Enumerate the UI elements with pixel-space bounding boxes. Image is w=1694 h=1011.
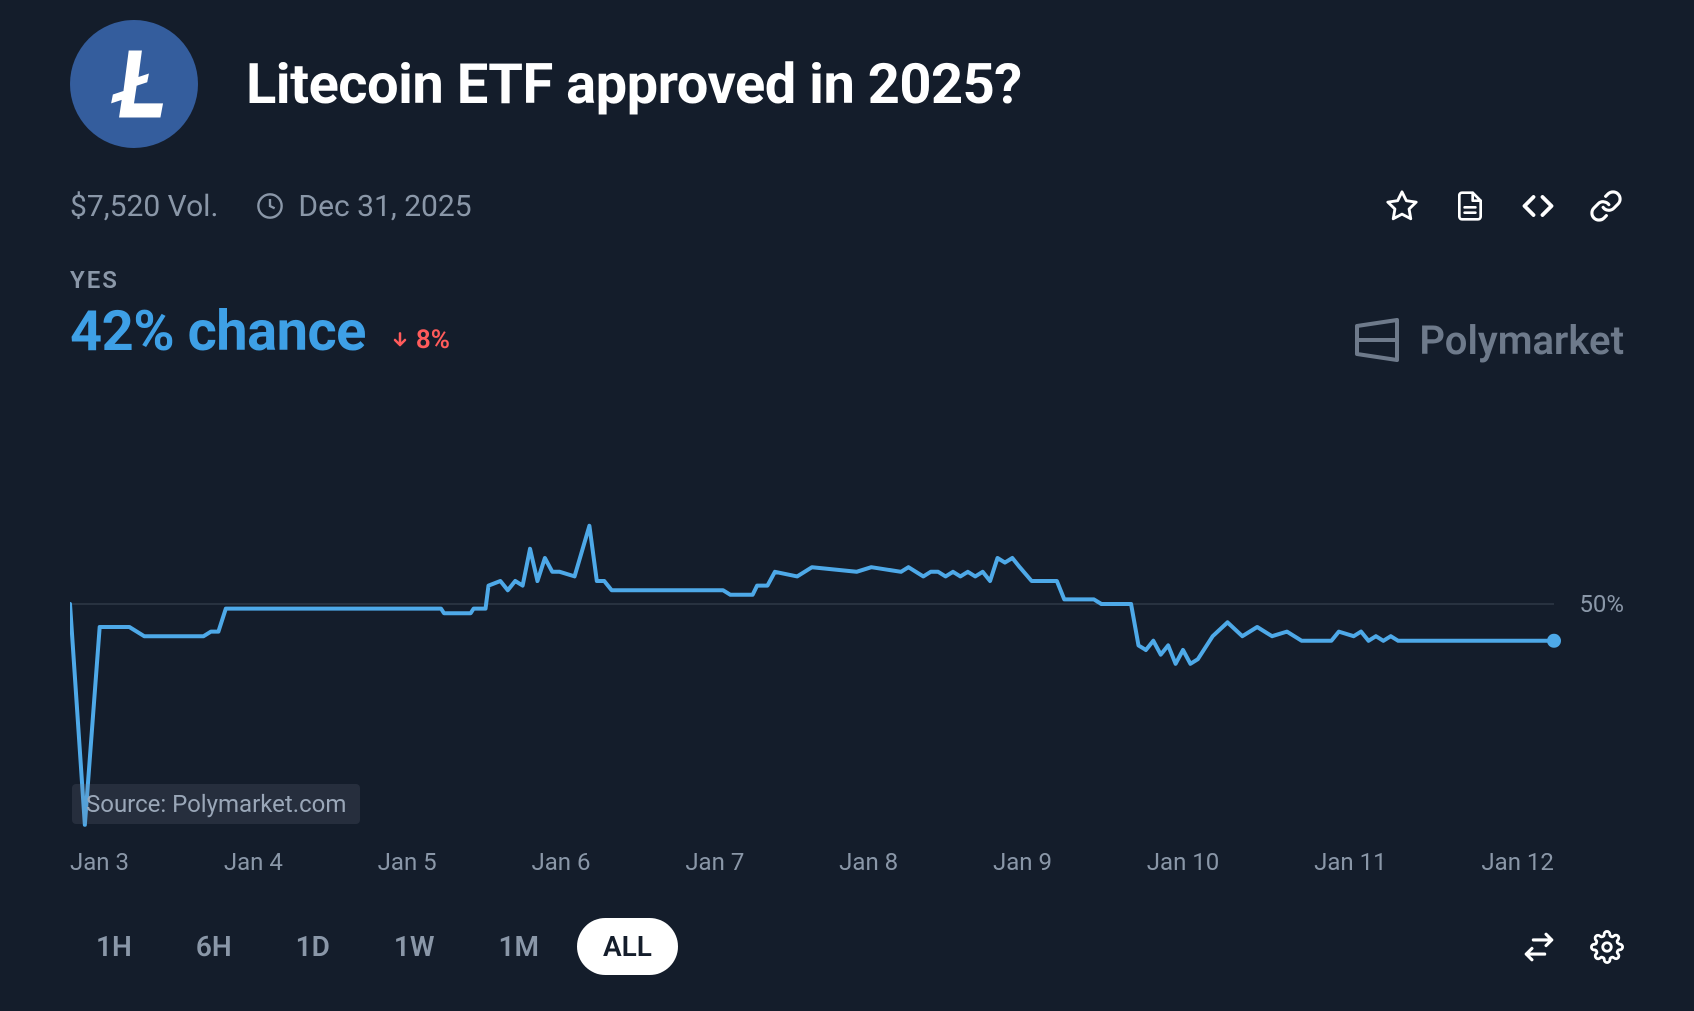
meta-row: $7,520 Vol. Dec 31, 2025 (70, 188, 1624, 224)
expiry-date: Dec 31, 2025 (256, 189, 471, 224)
time-range-selector: 1H6H1D1W1MALL (70, 918, 678, 975)
x-tick-label: Jan 9 (993, 848, 1052, 876)
x-tick-label: Jan 11 (1314, 848, 1386, 876)
clock-icon (256, 192, 284, 220)
chance-value: 42% chance (70, 298, 366, 364)
range-1d[interactable]: 1D (270, 918, 356, 975)
range-6h[interactable]: 6H (170, 918, 258, 975)
volume-text: $7,520 Vol. (70, 189, 218, 224)
link-icon[interactable] (1588, 188, 1624, 224)
chart-controls: 1H6H1D1W1MALL (70, 918, 1624, 975)
x-tick-label: Jan 8 (839, 848, 898, 876)
range-all[interactable]: ALL (577, 918, 678, 975)
market-title: Litecoin ETF approved in 2025? (246, 51, 1022, 117)
stats-row: YES 42% chance 8% Polymarket (70, 266, 1624, 364)
range-1m[interactable]: 1M (472, 918, 565, 975)
range-1h[interactable]: 1H (70, 918, 158, 975)
star-icon[interactable] (1384, 188, 1420, 224)
price-chart[interactable]: 50% Source: Polymarket.com (70, 374, 1624, 834)
y-gridline-label: 50% (1579, 590, 1624, 618)
settings-gear-icon[interactable] (1590, 930, 1624, 964)
chart-svg (70, 374, 1624, 834)
x-tick-label: Jan 12 (1481, 848, 1553, 876)
embed-icon[interactable] (1520, 188, 1556, 224)
x-axis-labels: Jan 3 Jan 4 Jan 5 Jan 6 Jan 7 Jan 8 Jan 9 Jan 1… (70, 848, 1624, 876)
x-tick-label: Jan 5 (378, 848, 437, 876)
swap-icon[interactable] (1522, 930, 1556, 964)
brand-watermark: Polymarket (1353, 316, 1624, 364)
x-tick-label: Jan 4 (224, 848, 283, 876)
action-icons (1384, 188, 1624, 224)
brand-name: Polymarket (1419, 317, 1624, 364)
litecoin-icon (70, 20, 198, 148)
x-tick-label: Jan 10 (1147, 848, 1219, 876)
yes-label: YES (70, 266, 450, 294)
x-tick-label: Jan 6 (531, 848, 590, 876)
chart-tool-icons (1522, 930, 1624, 964)
meta-left: $7,520 Vol. Dec 31, 2025 (70, 189, 472, 224)
stats-left: YES 42% chance 8% (70, 266, 450, 364)
market-page: Litecoin ETF approved in 2025? $7,520 Vo… (0, 0, 1694, 1011)
arrow-down-icon (390, 330, 410, 350)
x-tick-label: Jan 7 (685, 848, 744, 876)
expiry-date-text: Dec 31, 2025 (298, 189, 471, 224)
x-tick-label: Jan 3 (70, 848, 129, 876)
range-1w[interactable]: 1W (368, 918, 461, 975)
header: Litecoin ETF approved in 2025? (70, 20, 1624, 148)
polymarket-icon (1353, 316, 1401, 364)
source-tag: Source: Polymarket.com (72, 784, 360, 824)
chance-row: 42% chance 8% (70, 298, 450, 364)
delta-badge: 8% (390, 325, 450, 355)
delta-text: 8% (416, 325, 450, 355)
document-icon[interactable] (1452, 188, 1488, 224)
